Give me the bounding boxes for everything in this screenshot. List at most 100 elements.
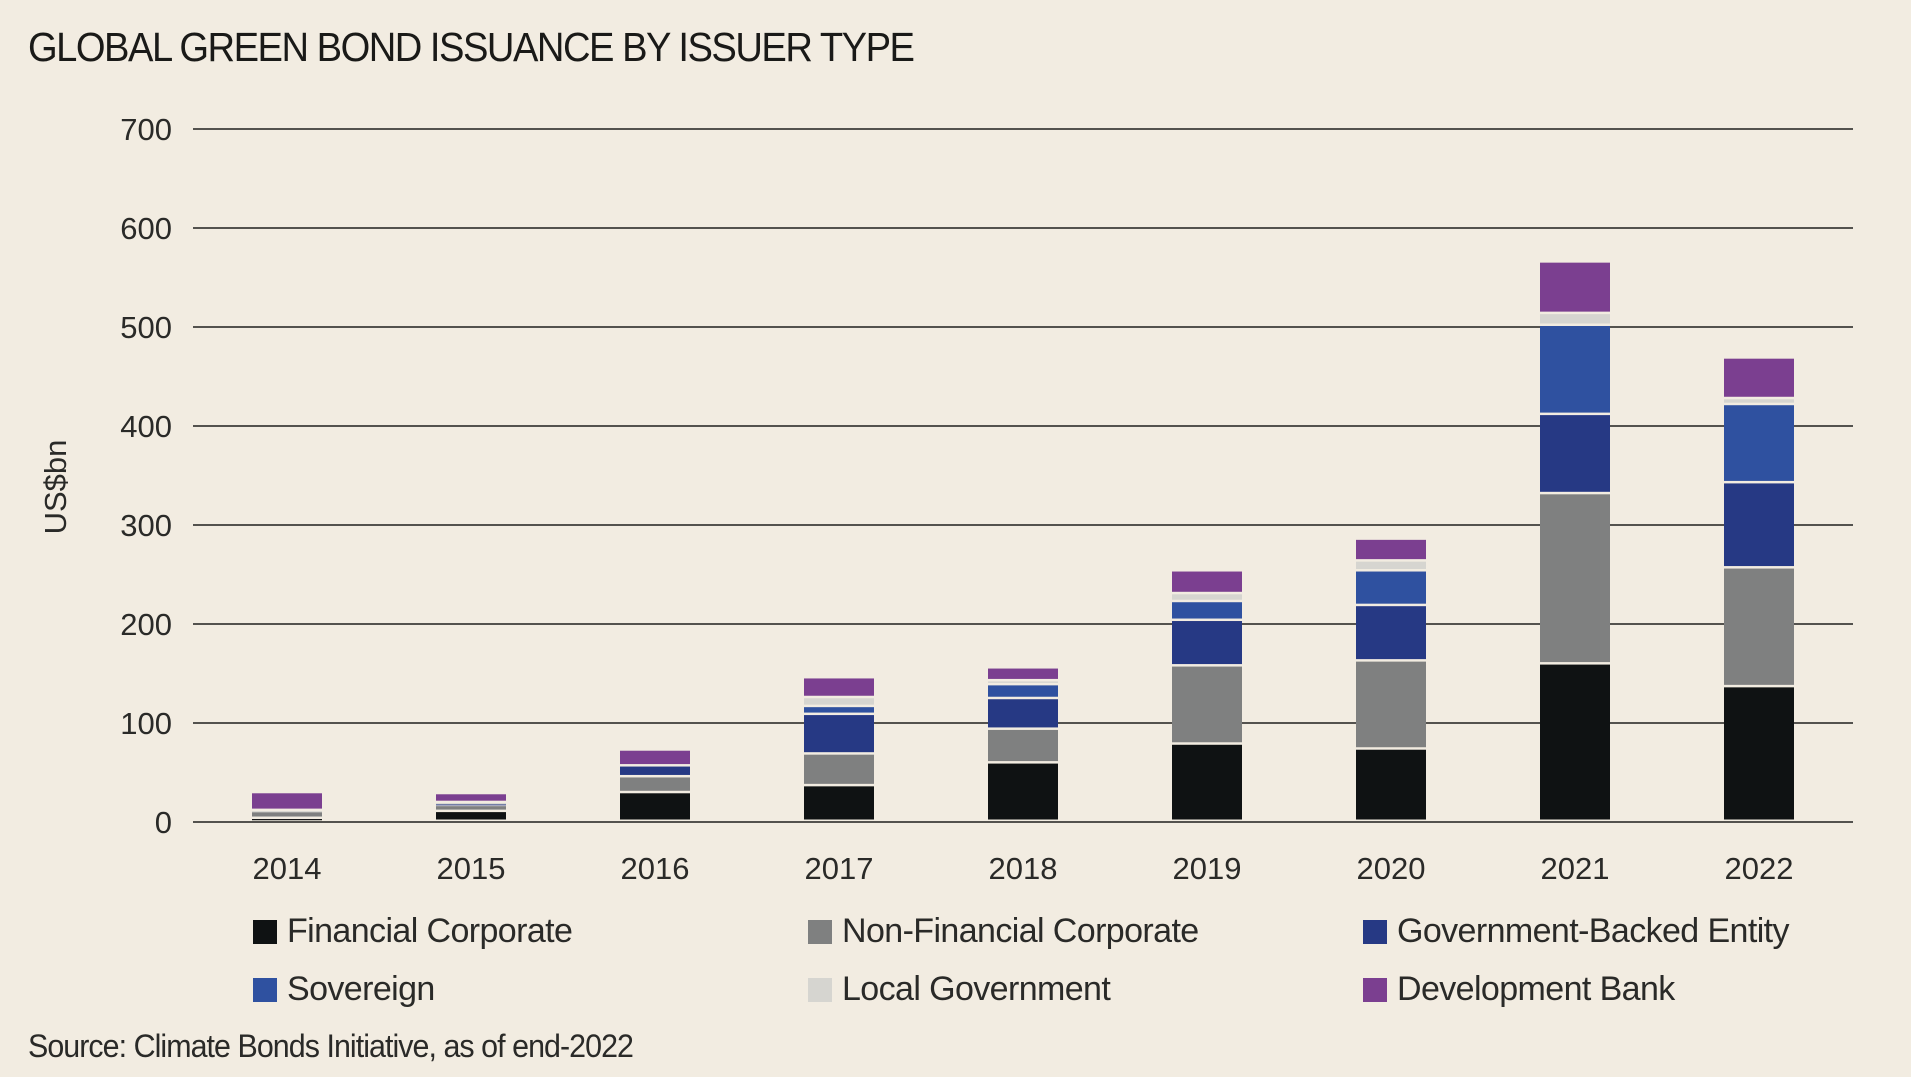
- bar-segment-local-government-2017: [804, 698, 874, 705]
- bar-segment-sovereign-2020: [1356, 571, 1426, 604]
- bar-stack-2020: [1356, 539, 1426, 820]
- bar-segment-government-backed-entity-2015: [436, 804, 506, 806]
- bar-segment-government-backed-entity-2021: [1540, 415, 1610, 492]
- bar-segment-development-bank-2022: [1724, 358, 1794, 397]
- bar-segment-financial-corporate-2017: [804, 786, 874, 820]
- y-tick-label: 200: [120, 607, 172, 642]
- bar-segment-local-government-2021: [1540, 314, 1610, 324]
- legend-label: Non-Financial Corporate: [842, 912, 1199, 950]
- source-note: Source: Climate Bonds Initiative, as of …: [28, 1028, 634, 1064]
- bar-stack-2016: [620, 750, 690, 820]
- bar-segment-non-financial-corporate-2021: [1540, 494, 1610, 663]
- bar-segment-local-government-2014: [252, 811, 322, 813]
- legend-label: Sovereign: [287, 970, 435, 1008]
- y-tick-label: 400: [120, 409, 172, 444]
- bar-segment-development-bank-2018: [988, 668, 1058, 679]
- y-tick-label: 600: [120, 211, 172, 246]
- bar-segment-sovereign-2022: [1724, 405, 1794, 481]
- bar-segment-local-government-2020: [1356, 561, 1426, 570]
- x-tick-label: 2016: [621, 851, 690, 886]
- legend-swatch: [253, 977, 277, 1002]
- bar-segment-sovereign-2019: [1172, 602, 1242, 619]
- bar-segment-government-backed-entity-2016: [620, 766, 690, 775]
- legend-swatch: [253, 919, 277, 944]
- x-tick-label: 2018: [989, 851, 1058, 886]
- legend-label: Government-Backed Entity: [1397, 912, 1789, 950]
- legend-item: Sovereign: [253, 970, 435, 1009]
- bar-segment-financial-corporate-2021: [1540, 664, 1610, 820]
- bar-segment-non-financial-corporate-2022: [1724, 568, 1794, 685]
- legend-item: Financial Corporate: [253, 912, 573, 951]
- bar-segment-financial-corporate-2016: [620, 793, 690, 820]
- bar-segment-government-backed-entity-2020: [1356, 606, 1426, 660]
- legend-item: Development Bank: [1363, 970, 1675, 1009]
- x-tick-label: 2020: [1357, 851, 1426, 886]
- bar-segment-non-financial-corporate-2015: [436, 806, 506, 810]
- bar-segment-financial-corporate-2014: [252, 819, 322, 821]
- bar-stack-2015: [436, 794, 506, 820]
- chart-title: GLOBAL GREEN BOND ISSUANCE BY ISSUER TYP…: [28, 24, 915, 70]
- x-tick-label: 2021: [1541, 851, 1610, 886]
- bars: [252, 262, 1794, 821]
- bar-segment-government-backed-entity-2022: [1724, 483, 1794, 567]
- bar-segment-non-financial-corporate-2020: [1356, 661, 1426, 748]
- bar-segment-local-government-2022: [1724, 399, 1794, 403]
- x-axis-ticks: 2014 2015 2016 2017 2018 2019 2020 2021 2022: [253, 851, 1794, 886]
- bar-segment-non-financial-corporate-2017: [804, 754, 874, 784]
- bar-segment-local-government-2015: [436, 803, 506, 805]
- y-tick-label: 700: [120, 112, 172, 147]
- bar-segment-local-government-2018: [988, 681, 1058, 683]
- x-tick-label: 2022: [1725, 851, 1794, 886]
- y-tick-label: 0: [155, 805, 172, 840]
- bar-segment-sovereign-2018: [988, 685, 1058, 697]
- bar-segment-local-government-2019: [1172, 594, 1242, 600]
- legend-item: Government-Backed Entity: [1363, 912, 1789, 951]
- bar-segment-development-bank-2017: [804, 678, 874, 696]
- bar-segment-government-backed-entity-2018: [988, 699, 1058, 728]
- bar-segment-government-backed-entity-2019: [1172, 621, 1242, 665]
- bar-stack-2022: [1724, 358, 1794, 820]
- bar-segment-government-backed-entity-2017: [804, 715, 874, 753]
- bar-stack-2019: [1172, 571, 1242, 820]
- legend-swatch: [1363, 977, 1387, 1002]
- bar-segment-sovereign-2021: [1540, 326, 1610, 413]
- x-tick-label: 2017: [805, 851, 874, 886]
- bar-segment-sovereign-2017: [804, 707, 874, 713]
- y-axis-ticks: 0 100 200 300 400 500 600 700: [120, 112, 172, 840]
- bar-segment-non-financial-corporate-2016: [620, 777, 690, 791]
- legend-label: Development Bank: [1397, 970, 1675, 1008]
- x-tick-label: 2014: [253, 851, 322, 886]
- legend-swatch: [1363, 919, 1387, 944]
- bar-segment-development-bank-2021: [1540, 262, 1610, 312]
- bar-segment-non-financial-corporate-2014: [252, 812, 322, 817]
- y-tick-label: 100: [120, 706, 172, 741]
- legend-swatch: [808, 919, 832, 944]
- bar-segment-development-bank-2014: [252, 793, 322, 809]
- bar-stack-2014: [252, 793, 322, 821]
- bar-segment-development-bank-2020: [1356, 539, 1426, 560]
- bar-segment-non-financial-corporate-2018: [988, 729, 1058, 762]
- bar-segment-development-bank-2019: [1172, 571, 1242, 592]
- bar-segment-financial-corporate-2022: [1724, 687, 1794, 820]
- bar-stack-2021: [1540, 262, 1610, 820]
- bar-stack-2017: [804, 678, 874, 820]
- bar-segment-non-financial-corporate-2019: [1172, 666, 1242, 743]
- x-tick-label: 2015: [437, 851, 506, 886]
- bar-segment-financial-corporate-2019: [1172, 744, 1242, 820]
- legend-item: Local Government: [808, 970, 1111, 1009]
- x-tick-label: 2019: [1173, 851, 1242, 886]
- bar-segment-financial-corporate-2020: [1356, 749, 1426, 820]
- y-tick-label: 500: [120, 310, 172, 345]
- legend-label: Local Government: [842, 970, 1111, 1008]
- bar-segment-development-bank-2015: [436, 794, 506, 801]
- legend-swatch: [808, 977, 832, 1002]
- bar-segment-development-bank-2016: [620, 750, 690, 765]
- legend-item: Non-Financial Corporate: [808, 912, 1199, 951]
- bar-segment-financial-corporate-2018: [988, 763, 1058, 820]
- y-tick-label: 300: [120, 508, 172, 543]
- y-axis-label: US$bn: [38, 440, 73, 535]
- bar-stack-2018: [988, 668, 1058, 820]
- bar-segment-financial-corporate-2015: [436, 812, 506, 820]
- legend-label: Financial Corporate: [287, 912, 573, 950]
